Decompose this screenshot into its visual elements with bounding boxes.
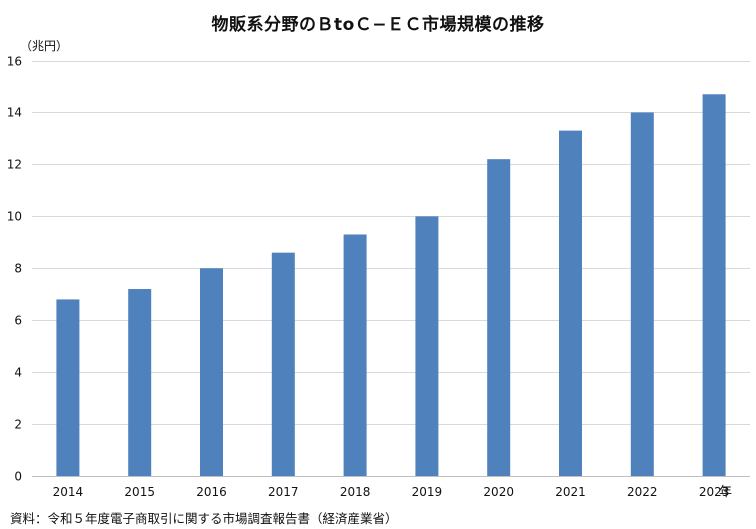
x-tick-label: 2017 (268, 485, 299, 499)
bar-2017 (271, 252, 295, 476)
y-tick-label: 8 (14, 262, 22, 276)
bar-2014 (56, 299, 80, 476)
bar-2023 (702, 94, 726, 477)
bar-2016 (200, 268, 223, 476)
x-axis-year-suffix: 年 (719, 485, 733, 500)
gridlines (32, 61, 750, 477)
x-tick-label: 2021 (555, 485, 586, 499)
bar-2015 (128, 289, 152, 476)
bar-2020 (487, 159, 511, 476)
bars (56, 94, 726, 477)
y-tick-label: 16 (7, 55, 22, 69)
bar-2022 (630, 112, 654, 476)
x-tick-label: 2020 (483, 485, 514, 499)
y-tick-label: 2 (14, 418, 22, 432)
y-tick-label: 14 (7, 106, 22, 120)
x-tick-label: 2018 (340, 485, 371, 499)
x-tick-label: 2023 (699, 485, 730, 499)
chart-title: 物販系分野のＢtoＣ−ＥＣ市場規模の推移 (211, 15, 545, 35)
x-tick-label: 2022 (627, 485, 658, 499)
bar-2019 (415, 216, 439, 476)
y-tick-label: 10 (7, 210, 22, 224)
y-tick-labels: 0 2 4 6 8 10 12 14 16 (7, 55, 22, 484)
bar-2021 (559, 130, 582, 476)
y-tick-label: 0 (14, 470, 22, 484)
y-tick-label: 6 (14, 314, 22, 328)
bar-2018 (343, 234, 367, 476)
y-tick-label: 12 (7, 158, 22, 172)
source-note: 資料：令和５年度電子商取引に関する市場調査報告書（経済産業省） (10, 511, 398, 526)
x-tick-label: 2016 (196, 485, 227, 499)
x-tick-label: 2014 (53, 485, 84, 499)
y-tick-label: 4 (14, 366, 22, 380)
y-axis-unit-label: （兆円） (20, 39, 69, 53)
x-tick-label: 2019 (412, 485, 443, 499)
x-tick-label: 2015 (124, 485, 155, 499)
x-tick-labels: 2014 2015 2016 2017 2018 2019 2020 2021 2022 2023 (53, 485, 730, 499)
